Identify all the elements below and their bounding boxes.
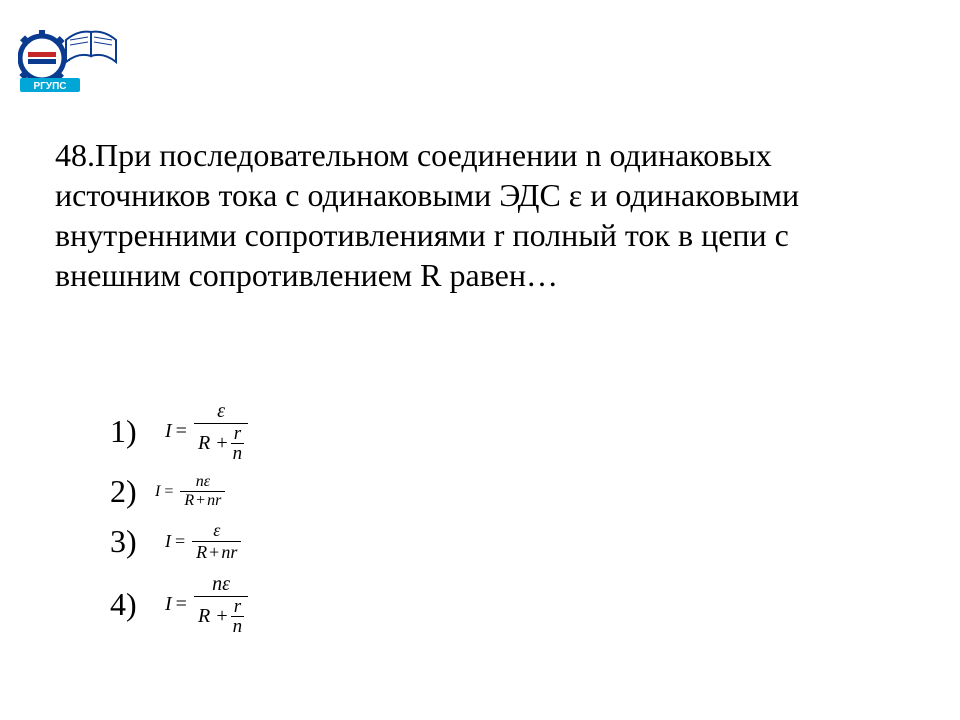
option-1-label: 1) — [110, 413, 165, 450]
university-logo: РГУПС — [18, 18, 118, 98]
answer-options: 1) I = ε R + r n 2) I — [110, 400, 251, 646]
option-4-formula: I = nε R + r n — [165, 573, 251, 636]
option-3: 3) I = ε R+nr — [110, 520, 251, 563]
option-1-formula: I = ε R + r n — [165, 400, 251, 463]
option-2-formula: I = nε R+nr — [155, 473, 228, 510]
question-text: 48.При последовательном соединении n оди… — [55, 135, 905, 295]
option-3-label: 3) — [110, 523, 165, 560]
option-1: 1) I = ε R + r n — [110, 400, 251, 463]
option-3-formula: I = ε R+nr — [165, 520, 244, 563]
option-4: 4) I = nε R + r n — [110, 573, 251, 636]
option-2: 2) I = nε R+nr — [110, 473, 251, 510]
option-4-label: 4) — [110, 586, 165, 623]
logo-banner-text: РГУПС — [34, 81, 67, 92]
